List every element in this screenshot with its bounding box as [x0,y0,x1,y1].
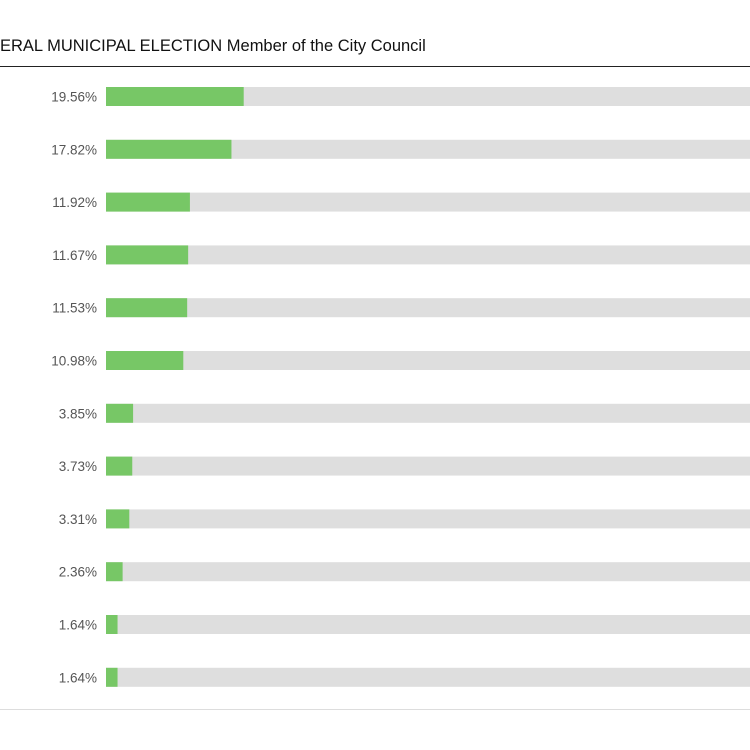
bar-track [106,139,750,159]
bar-track [106,298,750,318]
bar-row: 3.31% [59,509,750,529]
bar [106,298,188,318]
bar-value-label: 17.82% [51,142,97,157]
bar-track [106,615,750,634]
bar-value-label: 3.31% [59,512,97,527]
bar-row: 11.67% [52,245,750,265]
bar-row: 17.82% [51,139,750,159]
bar-row: 3.85% [59,403,750,423]
bar [106,562,123,582]
bar [106,667,118,687]
bar-row: 11.92% [52,192,750,212]
bottom-divider [0,709,750,710]
bar [106,615,118,634]
bar-row: 19.56% [51,87,750,106]
bar-row: 1.64% [59,615,750,634]
bar-row: 3.73% [59,456,750,476]
bar-track [106,403,750,423]
bar-value-label: 3.85% [59,406,97,421]
bar-value-label: 11.67% [52,248,97,263]
bar [106,351,184,370]
bar-track [106,509,750,529]
bar-track [106,351,750,370]
bar-value-label: 11.92% [52,195,97,210]
bar-value-label: 3.73% [59,459,97,474]
bar-value-label: 10.98% [51,354,97,369]
bar-row: 1.64% [59,667,750,687]
chart-title: ERAL MUNICIPAL ELECTION Member of the Ci… [0,37,426,55]
bar-value-label: 11.53% [52,301,97,316]
bar [106,403,134,423]
bar-track [106,87,750,106]
bar [106,139,232,159]
bar-track [106,562,750,582]
bar-row: 11.53% [52,298,750,318]
bar [106,245,189,265]
bar-value-label: 2.36% [59,565,97,580]
bar-track [106,456,750,476]
bar [106,456,133,476]
bar [106,87,244,106]
bar-value-label: 1.64% [59,618,97,633]
title-divider [0,66,750,67]
bar-row: 10.98% [51,351,750,370]
bar-track [106,667,750,687]
bar-track [106,192,750,212]
bar-row: 2.36% [59,562,750,582]
bar-value-label: 19.56% [51,90,97,105]
bar [106,192,190,212]
bar-track [106,245,750,265]
bar-value-label: 1.64% [59,670,97,685]
bar [106,509,130,529]
